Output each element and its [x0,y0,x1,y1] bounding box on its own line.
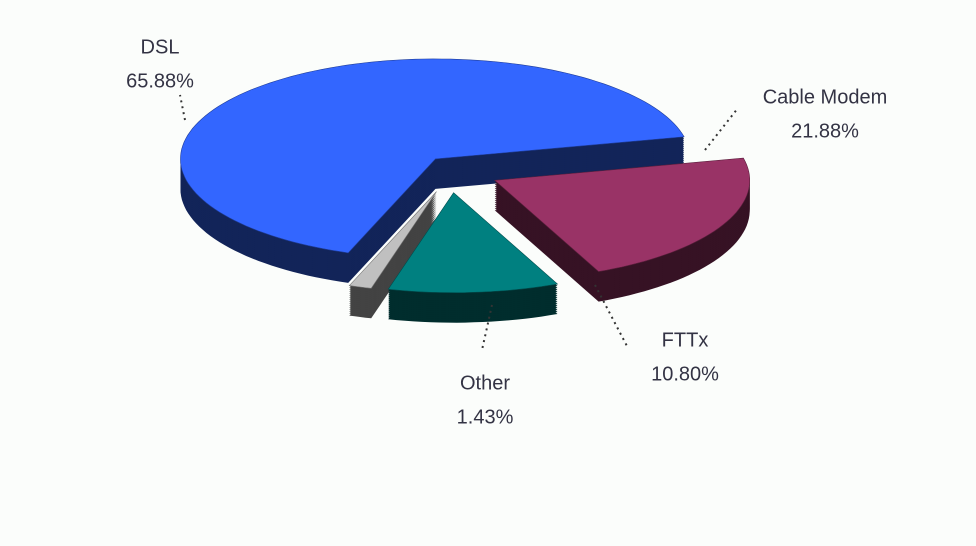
leader-line [179,94,186,121]
slice-value-label: 65.88% [126,70,194,92]
leader-line [481,304,493,351]
slice-label: FTTx [662,329,709,351]
slice-value-label: 1.43% [457,406,514,428]
slice-value-label: 21.88% [791,120,859,142]
slice [180,58,685,254]
slice-value-label: 10.80% [651,363,719,385]
slice-label: Cable Modem [763,86,888,108]
slice-label: Other [460,372,510,394]
slice [493,157,750,272]
slice-label: DSL [141,36,180,58]
slice [348,191,437,289]
slice [387,192,559,294]
leader-line [704,107,739,151]
